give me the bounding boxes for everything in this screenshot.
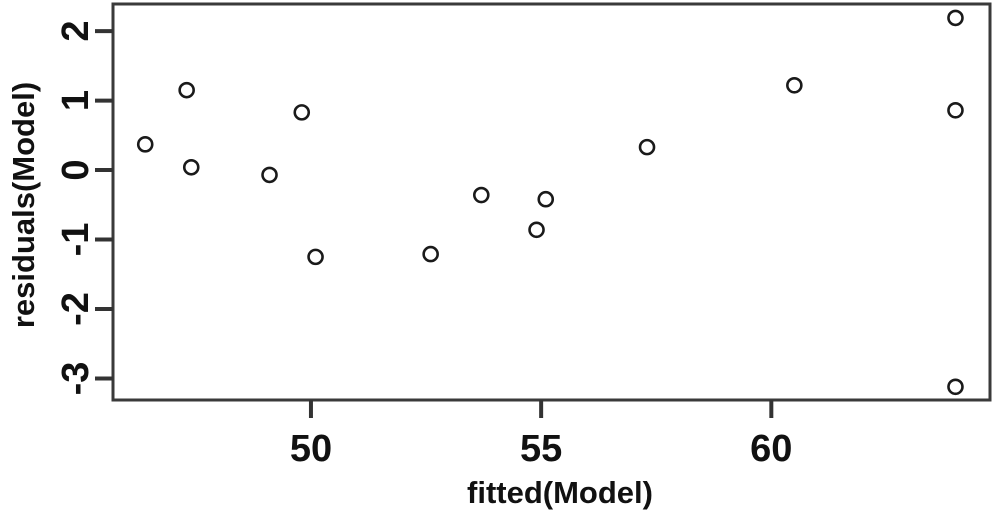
data-point — [947, 101, 964, 119]
data-point — [537, 190, 555, 208]
data-point — [947, 9, 964, 27]
y-tick-label: 0 — [55, 159, 97, 180]
data-point — [136, 136, 154, 153]
y-tick-label: -2 — [55, 292, 97, 326]
y-tick-label: -1 — [55, 223, 97, 257]
data-point — [472, 186, 490, 204]
y-tick-label: 2 — [55, 21, 97, 42]
x-tick-label: 55 — [520, 428, 562, 470]
y-tick-label: -3 — [55, 362, 97, 396]
data-point — [528, 221, 545, 239]
y-tick-label: 1 — [55, 90, 97, 111]
x-tick-label: 60 — [750, 428, 792, 470]
x-axis-title: fitted(Model) — [467, 475, 653, 510]
data-point — [182, 158, 200, 176]
data-point — [178, 81, 195, 99]
data-point — [786, 76, 803, 94]
data-point — [947, 378, 964, 396]
plot-box — [111, 2, 992, 402]
y-axis-title: residuals(Model) — [6, 82, 41, 328]
data-point — [261, 166, 278, 184]
data-point — [293, 104, 311, 121]
data-point — [307, 248, 324, 266]
data-point — [638, 138, 656, 156]
x-tick-label: 50 — [290, 428, 332, 470]
data-point — [422, 245, 439, 263]
